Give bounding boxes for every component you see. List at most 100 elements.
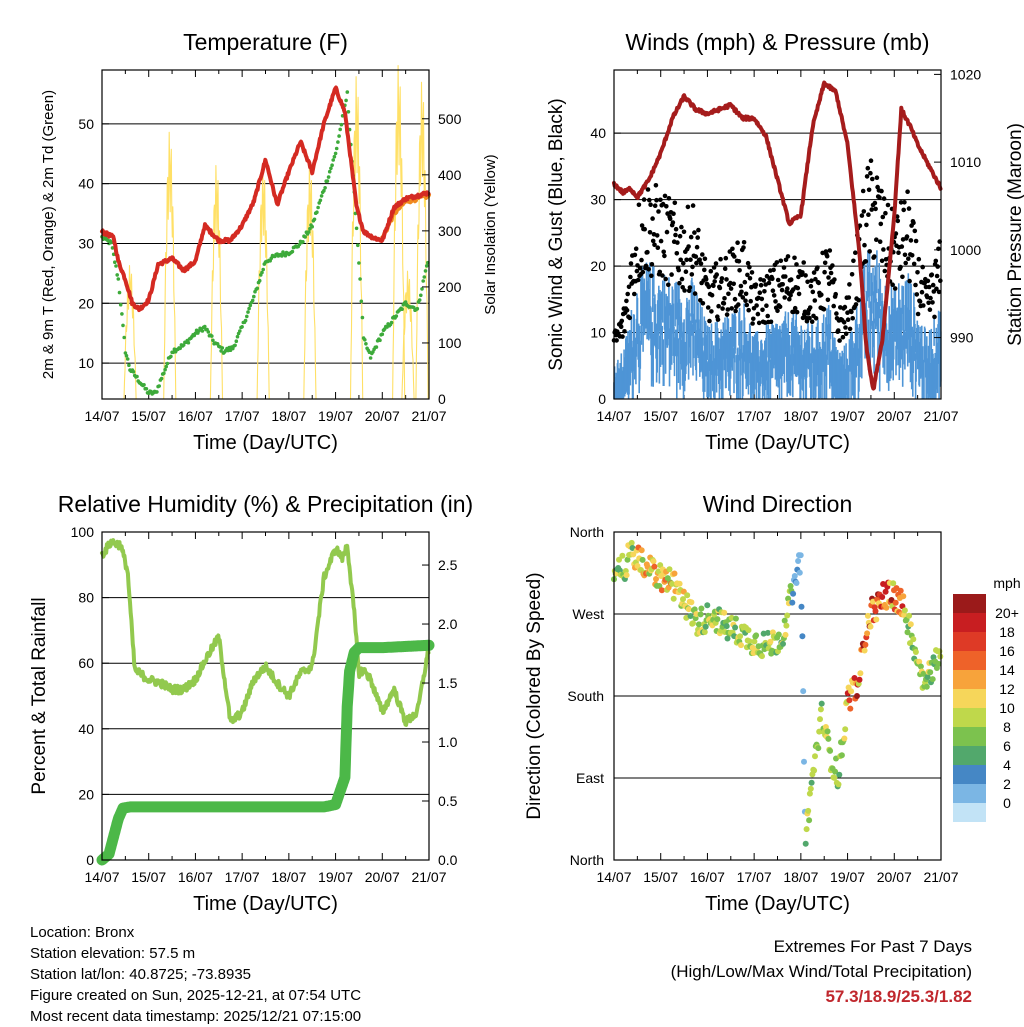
gust-point bbox=[868, 170, 873, 176]
gust-point bbox=[890, 282, 895, 288]
dewpoint-point bbox=[240, 325, 244, 329]
gust-point bbox=[678, 257, 683, 263]
dewpoint-point bbox=[394, 314, 399, 318]
gust-point bbox=[702, 256, 708, 262]
gust-point bbox=[898, 200, 904, 205]
gust-point bbox=[919, 289, 925, 295]
winds-xtick-label-6: 20/07 bbox=[877, 408, 912, 424]
direction-point bbox=[841, 735, 848, 742]
gust-point bbox=[711, 283, 716, 289]
dewpoint-point bbox=[334, 146, 339, 151]
gust-point bbox=[926, 284, 932, 290]
humidity-y2tick-label-5: 2.5 bbox=[438, 557, 458, 573]
gust-point bbox=[783, 274, 788, 279]
gust-point bbox=[650, 238, 656, 244]
winds-xtick-label-2: 16/07 bbox=[690, 408, 725, 424]
temperature-2m-line bbox=[100, 85, 431, 313]
gust-point bbox=[840, 334, 846, 340]
direction-point bbox=[795, 558, 802, 564]
dewpoint-point bbox=[412, 305, 416, 310]
gust-point bbox=[853, 302, 859, 307]
dewpoint-point bbox=[358, 277, 362, 281]
temperature-frame bbox=[101, 69, 430, 400]
gust-point bbox=[906, 256, 911, 262]
dewpoint-point bbox=[336, 140, 340, 144]
winds-xtick-label-0: 14/07 bbox=[596, 408, 631, 424]
gust-point bbox=[647, 197, 652, 203]
humidity-ytick-label-3: 60 bbox=[78, 655, 94, 671]
precipitation-line bbox=[96, 639, 435, 866]
humidity-y2tick-label-0: 0.0 bbox=[438, 852, 458, 868]
gust-point bbox=[714, 272, 719, 277]
temperature-xtick-label-1: 15/07 bbox=[131, 408, 166, 424]
dewpoint-point bbox=[290, 249, 295, 254]
dewpoint-point bbox=[424, 264, 429, 268]
dewpoint-point bbox=[219, 349, 223, 353]
direction-point bbox=[676, 580, 683, 587]
direction-point bbox=[851, 675, 858, 681]
gust-point bbox=[692, 291, 698, 296]
direction-point bbox=[923, 683, 930, 690]
gust-point bbox=[874, 237, 879, 242]
direction-point bbox=[917, 663, 924, 670]
dewpoint-point bbox=[312, 217, 317, 222]
gust-point bbox=[880, 214, 886, 220]
colorbar-label-8: 4 bbox=[1003, 757, 1011, 773]
gust-point bbox=[622, 329, 627, 334]
gust-point bbox=[808, 283, 814, 289]
gust-point bbox=[735, 240, 740, 245]
gust-point bbox=[716, 303, 721, 309]
gust-point bbox=[791, 309, 797, 315]
direction-point bbox=[764, 629, 771, 636]
gust-point bbox=[872, 200, 878, 206]
direction-point bbox=[653, 576, 659, 582]
gust-point bbox=[732, 254, 737, 259]
winds-y2tick-label-2: 1010 bbox=[950, 154, 981, 170]
gust-point bbox=[826, 275, 831, 280]
direction-point bbox=[806, 790, 813, 797]
gust-point bbox=[718, 256, 723, 262]
direction-point bbox=[724, 635, 731, 642]
gust-point bbox=[759, 296, 765, 302]
dewpoint-point bbox=[211, 338, 215, 343]
direction-point bbox=[616, 556, 622, 563]
gust-point bbox=[686, 244, 691, 249]
dewpoint-point bbox=[252, 294, 256, 299]
dewpoint-point bbox=[243, 318, 248, 323]
gust-point bbox=[903, 260, 908, 266]
gust-point bbox=[805, 311, 811, 316]
dewpoint-point bbox=[364, 342, 368, 346]
temperature-ytick-label-1: 20 bbox=[78, 295, 94, 311]
gust-point bbox=[624, 298, 629, 304]
direction-point bbox=[801, 758, 807, 765]
colorbar-swatch-5 bbox=[953, 689, 986, 708]
gust-point bbox=[904, 234, 910, 239]
gust-point bbox=[664, 204, 669, 209]
direction-series bbox=[611, 539, 944, 847]
dewpoint-point bbox=[181, 343, 186, 347]
gust-point bbox=[921, 303, 926, 308]
gust-point bbox=[747, 264, 752, 270]
gust-point bbox=[697, 257, 702, 263]
gust-point bbox=[728, 286, 734, 291]
gust-point bbox=[738, 283, 744, 289]
gust-point bbox=[807, 305, 813, 310]
gust-point bbox=[869, 207, 874, 212]
direction-point bbox=[872, 608, 879, 615]
gust-point bbox=[713, 261, 719, 266]
gust-point bbox=[700, 252, 705, 257]
gust-point bbox=[771, 267, 776, 273]
gust-point bbox=[906, 206, 912, 211]
direction-point bbox=[738, 642, 744, 649]
gust-point bbox=[690, 203, 696, 208]
gust-point bbox=[872, 254, 877, 259]
direction-point bbox=[619, 552, 626, 559]
direction-xtick-label-3: 17/07 bbox=[737, 869, 772, 885]
gust-point bbox=[648, 202, 653, 207]
humidity-xtick-label-2: 16/07 bbox=[178, 869, 213, 885]
direction-point bbox=[897, 587, 904, 594]
gust-point bbox=[879, 188, 884, 194]
direction-point bbox=[783, 622, 790, 629]
direction-xtick-label-1: 15/07 bbox=[643, 869, 678, 885]
gust-point bbox=[812, 298, 818, 303]
